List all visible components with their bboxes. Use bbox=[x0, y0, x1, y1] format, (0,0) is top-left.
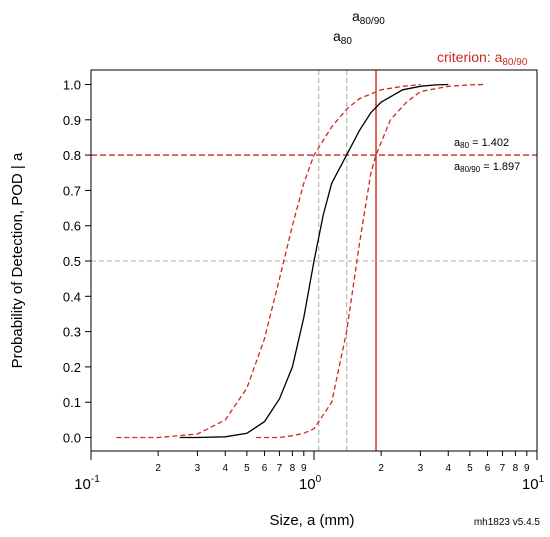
criterion-prefix: criterion: a bbox=[437, 49, 503, 65]
y-axis-label: Probability of Detection, POD | a bbox=[9, 152, 26, 368]
a80-value-base: a bbox=[454, 137, 461, 149]
confidence-bound-2 bbox=[256, 83, 485, 439]
x-minor-tick-label-4: 6 bbox=[262, 463, 268, 474]
x-major-tick-label-2: 101 bbox=[522, 474, 545, 493]
a80-90-top-label: a80/90 bbox=[352, 8, 385, 27]
y-tick-label-2: 0.2 bbox=[63, 360, 81, 375]
a80-90-top-sub: 80/90 bbox=[360, 16, 385, 27]
y-tick-label-3: 0.3 bbox=[63, 325, 81, 340]
reference-lines bbox=[91, 70, 537, 451]
x-minor-tick-label-3: 5 bbox=[244, 463, 250, 474]
x-minor-tick-label-6: 8 bbox=[290, 463, 296, 474]
y-axis: 0.0 0.1 0.2 0.3 0.4 0.5 0.6 0.7 0.8 0.9 1.0 bbox=[63, 78, 91, 446]
a80-top-sub: 80 bbox=[341, 36, 353, 47]
a80-90-value-label: a80/90 = 1.897 bbox=[454, 161, 520, 174]
x-minor-tick-label-13: 7 bbox=[500, 463, 506, 474]
pod-curve bbox=[179, 83, 449, 439]
x-minor-tick-label-8: 2 bbox=[378, 463, 384, 474]
y-tick-label-8: 0.8 bbox=[63, 148, 81, 163]
a80-top-base: a bbox=[333, 28, 341, 44]
x-minor-tick-label-0: 2 bbox=[155, 463, 161, 474]
a80-90-value-number: = 1.897 bbox=[480, 161, 520, 173]
y-tick-label-1: 0.1 bbox=[63, 395, 81, 410]
x-minor-tick-label-5: 7 bbox=[277, 463, 283, 474]
x-minor-tick-label-14: 8 bbox=[513, 463, 519, 474]
criterion-sub: 80/90 bbox=[502, 57, 527, 68]
x-minor-tick-label-10: 4 bbox=[445, 463, 451, 474]
x-major-tick-label-1: 100 bbox=[299, 474, 322, 493]
a80-value-label: a80 = 1.402 bbox=[454, 137, 509, 150]
x-minor-tick-label-1: 3 bbox=[195, 463, 201, 474]
a80-90-top-base: a bbox=[352, 8, 360, 24]
x-axis-label: Size, a (mm) bbox=[269, 512, 354, 529]
y-tick-label-0: 0.0 bbox=[63, 431, 81, 446]
y-tick-label-7: 0.7 bbox=[63, 183, 81, 198]
criterion-label: criterion: a80/90 bbox=[437, 49, 528, 68]
confidence-bound-1 bbox=[116, 83, 421, 439]
a80-value-number: = 1.402 bbox=[469, 137, 509, 149]
x-minor-tick-label-9: 3 bbox=[418, 463, 424, 474]
x-minor-tick-label-7: 9 bbox=[301, 463, 307, 474]
x-minor-tick-label-12: 6 bbox=[485, 463, 491, 474]
series-layer bbox=[116, 83, 485, 439]
x-minor-tick-label-15: 9 bbox=[524, 463, 530, 474]
a80-90-value-base: a bbox=[454, 161, 461, 173]
a80-top-label: a80 bbox=[333, 28, 352, 47]
y-tick-label-6: 0.6 bbox=[63, 219, 81, 234]
x-minor-tick-label-2: 4 bbox=[222, 463, 228, 474]
x-minor-tick-label-11: 5 bbox=[467, 463, 473, 474]
y-tick-label-10: 1.0 bbox=[63, 78, 81, 93]
x-major-tick-label-0: 10-1 bbox=[74, 474, 100, 493]
a80-value-sub: 80 bbox=[460, 141, 469, 150]
y-tick-label-4: 0.4 bbox=[63, 289, 81, 304]
a80-90-value-sub: 80/90 bbox=[460, 165, 481, 174]
y-tick-label-5: 0.5 bbox=[63, 254, 81, 269]
version-note: mh1823 v5.4.5 bbox=[474, 517, 541, 528]
y-tick-label-9: 0.9 bbox=[63, 113, 81, 128]
